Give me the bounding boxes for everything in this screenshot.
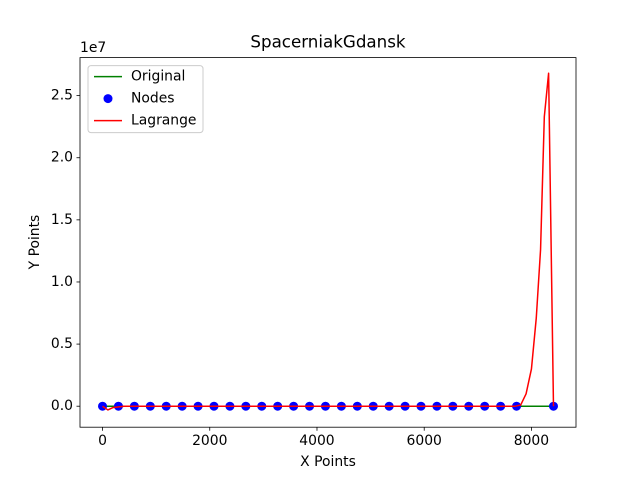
y-tick-label: 0.0	[51, 398, 73, 414]
y-tick-label: 0.5	[51, 336, 73, 352]
y-offset-label: 1e7	[80, 40, 106, 56]
plot-area	[98, 72, 558, 411]
legend-label: Lagrange	[131, 113, 196, 129]
x-tick-label: 0	[98, 433, 107, 449]
x-tick-label: 8000	[514, 433, 549, 449]
x-tick-label: 6000	[407, 433, 442, 449]
legend-label: Nodes	[131, 91, 175, 107]
y-axis-label: Y Points	[27, 215, 43, 271]
legend-marker	[103, 94, 113, 104]
series-line	[102, 72, 555, 411]
x-tick-label: 4000	[299, 433, 334, 449]
y-tick-label: 1.5	[51, 212, 73, 228]
axes-frame	[79, 57, 577, 428]
legend-box	[87, 65, 204, 134]
y-tick-label: 2.5	[51, 88, 73, 104]
x-axis-label: X Points	[300, 454, 356, 470]
legend-label: Original	[131, 69, 185, 85]
x-tick-label: 2000	[192, 433, 227, 449]
y-tick-label: 2.0	[51, 150, 73, 166]
y-tick-label: 1.0	[51, 274, 73, 290]
chart-title: SpacerniakGdansk	[250, 32, 406, 52]
